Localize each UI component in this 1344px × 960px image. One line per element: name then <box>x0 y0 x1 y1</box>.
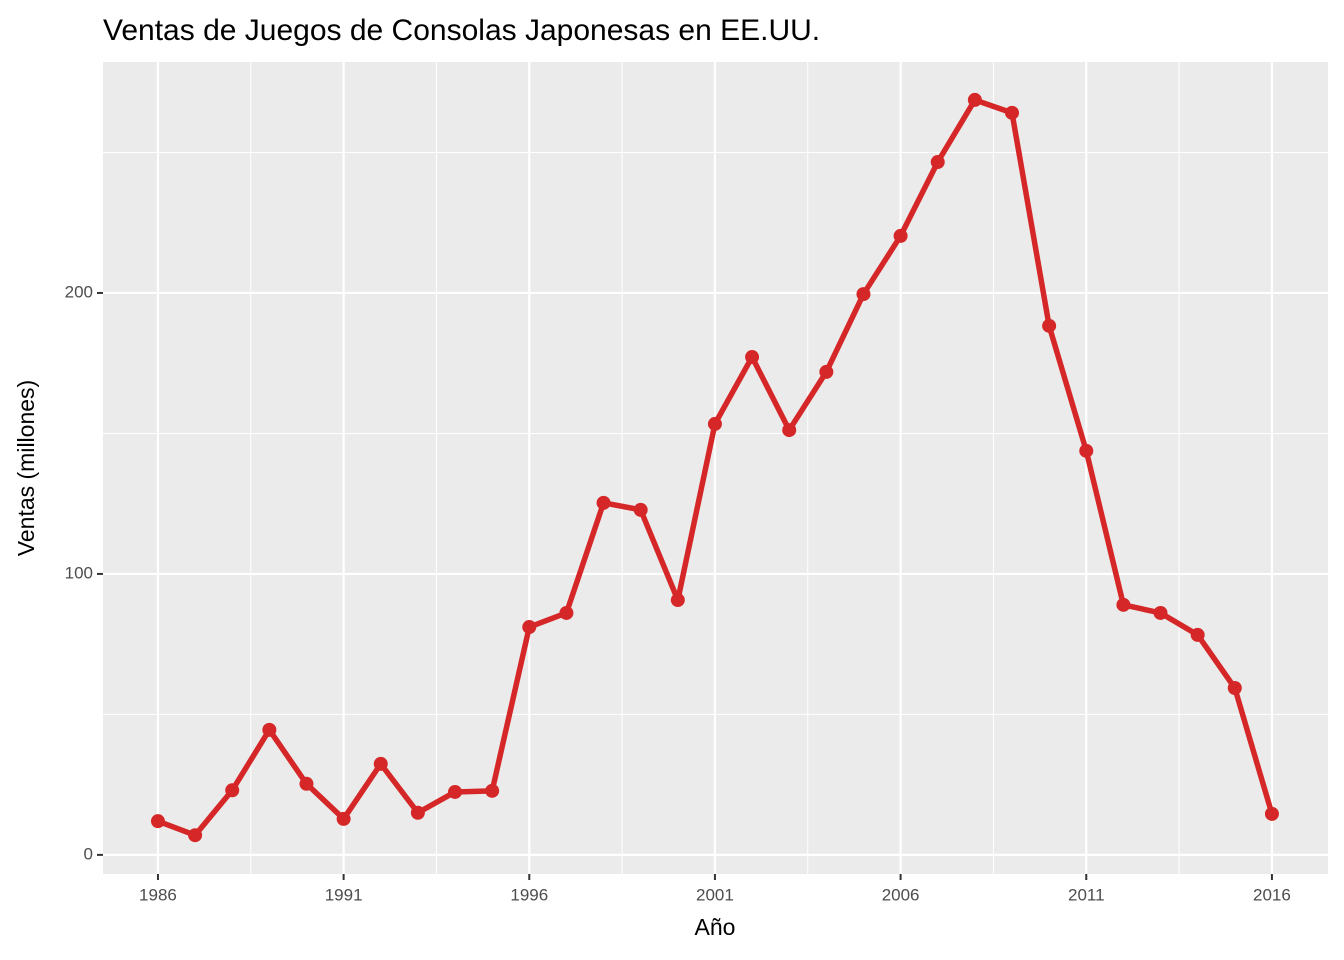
point <box>1079 443 1094 458</box>
point <box>1005 105 1020 120</box>
x-tick-label: 1996 <box>510 885 548 904</box>
chart-title: Ventas de Juegos de Consolas Japonesas e… <box>103 14 820 47</box>
point <box>633 502 648 517</box>
point <box>373 756 388 771</box>
x-tick-label: 2001 <box>696 885 734 904</box>
x-tick-label: 2016 <box>1253 885 1291 904</box>
point <box>707 416 722 431</box>
point <box>150 814 165 829</box>
x-tick-label: 2011 <box>1068 885 1105 904</box>
point <box>1190 627 1205 642</box>
y-tick-label: 0 <box>84 844 93 863</box>
point <box>819 364 834 379</box>
point <box>1116 597 1131 612</box>
y-tick-label: 100 <box>65 563 93 582</box>
x-tick-label: 1991 <box>325 885 363 904</box>
point <box>559 605 574 620</box>
point <box>336 811 351 826</box>
point <box>856 287 871 302</box>
point <box>745 350 760 365</box>
point <box>188 828 203 843</box>
point <box>782 423 797 438</box>
point <box>485 783 500 798</box>
x-tick-label: 1986 <box>139 885 177 904</box>
point <box>930 155 945 170</box>
point <box>522 620 537 635</box>
y-tick-label: 200 <box>65 282 93 301</box>
point <box>670 593 685 608</box>
point <box>262 722 277 737</box>
point <box>1042 318 1057 333</box>
point <box>596 495 611 510</box>
y-axis-title: Ventas (millones) <box>13 380 39 556</box>
point <box>225 783 240 798</box>
point <box>1227 680 1242 695</box>
x-tick-label: 2006 <box>882 885 920 904</box>
point <box>448 784 463 799</box>
point <box>410 805 425 820</box>
x-axis-title: Año <box>695 914 736 940</box>
point <box>893 228 908 243</box>
point <box>967 92 982 107</box>
point <box>1153 605 1168 620</box>
point <box>299 776 314 791</box>
point <box>1264 806 1279 821</box>
